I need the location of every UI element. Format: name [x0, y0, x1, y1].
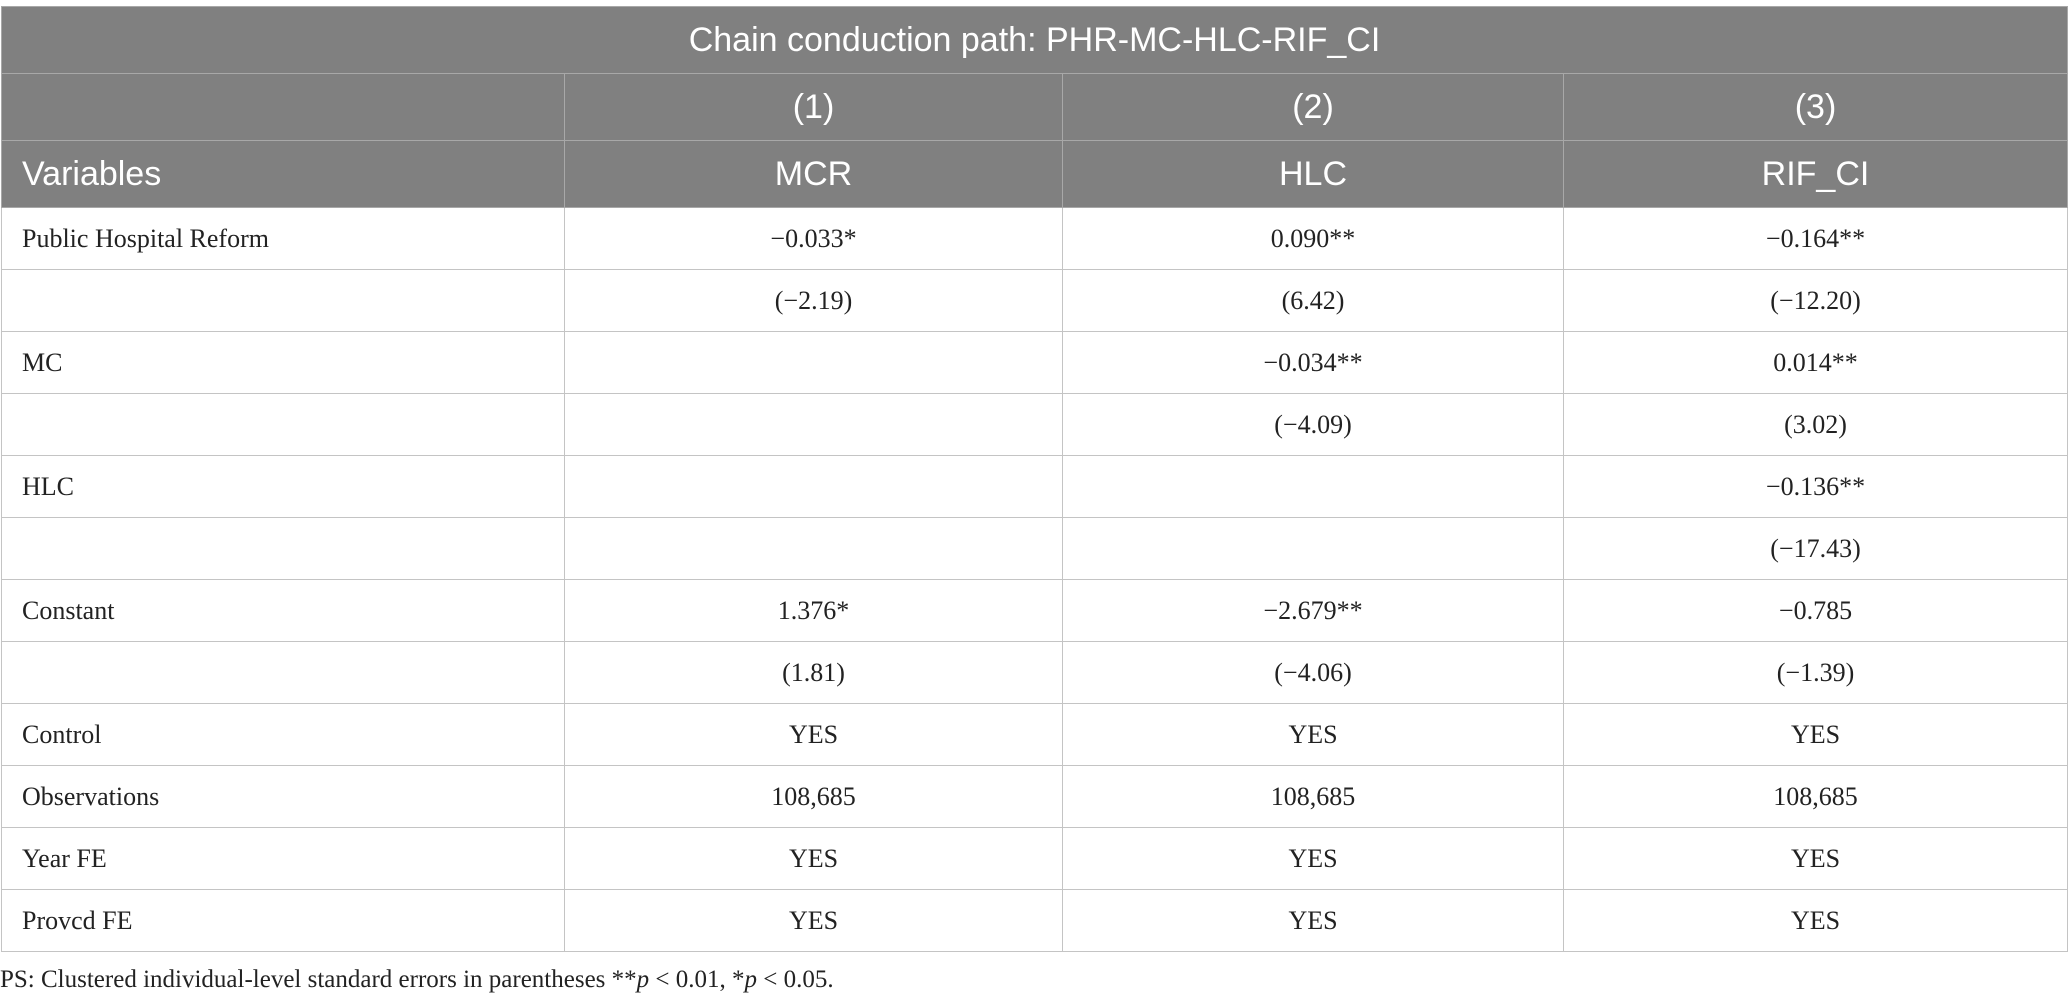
table-row: Year FE YES YES YES: [1, 827, 2068, 890]
table-cell: 0.014**: [1562, 331, 2068, 394]
table-cell: −0.785: [1562, 579, 2068, 642]
table-cell: [564, 331, 1063, 394]
table-cell: −2.679**: [1062, 579, 1564, 642]
row-label: Constant: [1, 579, 565, 642]
column-header: MCR: [564, 140, 1063, 208]
table-row: (−4.09) (3.02): [1, 393, 2068, 456]
row-label: HLC: [1, 455, 565, 518]
row-label: [1, 393, 565, 456]
table-cell: [564, 455, 1063, 518]
table-cell: −0.033*: [564, 207, 1063, 270]
table-cell: −0.034**: [1062, 331, 1564, 394]
table-cell: −0.164**: [1562, 207, 2068, 270]
table-cell: YES: [1062, 889, 1564, 952]
row-label: Provcd FE: [1, 889, 565, 952]
column-header: (3): [1562, 73, 2068, 141]
table-cell: (1.81): [564, 641, 1063, 704]
column-header: (1): [564, 73, 1063, 141]
table-cell: [564, 517, 1063, 580]
table-cell: 108,685: [564, 765, 1063, 828]
row-label: Public Hospital Reform: [1, 207, 565, 270]
row-label: [1, 269, 565, 332]
table-cell: [1062, 455, 1564, 518]
row-label: [1, 641, 565, 704]
table-cell: (−17.43): [1562, 517, 2068, 580]
table-row: Constant 1.376* −2.679** −0.785: [1, 579, 2068, 642]
title-row: Chain conduction path: PHR-MC-HLC-RIF_CI: [0, 6, 2068, 74]
column-header: (2): [1062, 73, 1564, 141]
footnote-text: p: [744, 966, 758, 993]
row-label: Observations: [1, 765, 565, 828]
table-cell: YES: [564, 889, 1063, 952]
table-cell: YES: [1562, 703, 2068, 766]
table-row: (−2.19) (6.42) (−12.20): [1, 269, 2068, 332]
table-cell: 1.376*: [564, 579, 1063, 642]
table-cell: 108,685: [1562, 765, 2068, 828]
table-row: Observations 108,685 108,685 108,685: [1, 765, 2068, 828]
table-cell: −0.136**: [1562, 455, 2068, 518]
header-row: (1) (2) (3): [1, 73, 2068, 141]
header-row: Variables MCR HLC RIF_CI: [1, 140, 2068, 208]
table-row: HLC −0.136**: [1, 455, 2068, 518]
row-label: Year FE: [1, 827, 565, 890]
table-cell: YES: [1562, 827, 2068, 890]
regression-table: Chain conduction path: PHR-MC-HLC-RIF_CI…: [0, 6, 2068, 952]
table-row: Control YES YES YES: [1, 703, 2068, 766]
column-header: RIF_CI: [1562, 140, 2068, 208]
table-cell: [1062, 517, 1564, 580]
table-title: Chain conduction path: PHR-MC-HLC-RIF_CI: [0, 6, 2068, 74]
footnote-text: PS: Clustered individual-level standard …: [0, 966, 637, 993]
table-row: (−17.43): [1, 517, 2068, 580]
table-cell: 108,685: [1062, 765, 1564, 828]
table-cell: [564, 393, 1063, 456]
table-body: Chain conduction path: PHR-MC-HLC-RIF_CI…: [0, 6, 2068, 952]
table-cell: (−2.19): [564, 269, 1063, 332]
table-cell: (6.42): [1062, 269, 1564, 332]
footnote: PS: Clustered individual-level standard …: [0, 966, 834, 994]
footnote-text: < 0.05.: [757, 966, 834, 993]
table-cell: (−4.09): [1062, 393, 1564, 456]
table-cell: YES: [564, 703, 1063, 766]
footnote-text: p: [636, 966, 650, 993]
table-row: Provcd FE YES YES YES: [1, 889, 2068, 952]
table-row: Public Hospital Reform −0.033* 0.090** −0.1…: [1, 207, 2068, 270]
table-cell: YES: [1062, 703, 1564, 766]
table-cell: (3.02): [1562, 393, 2068, 456]
row-label: MC: [1, 331, 565, 394]
row-label: [1, 517, 565, 580]
table-cell: 0.090**: [1062, 207, 1564, 270]
footnote-text: < 0.01, *: [649, 966, 745, 993]
row-label: [1, 73, 565, 141]
column-header: HLC: [1062, 140, 1564, 208]
table-cell: (−1.39): [1562, 641, 2068, 704]
table-cell: YES: [1062, 827, 1564, 890]
row-label: Variables: [1, 140, 565, 208]
row-label: Control: [1, 703, 565, 766]
table-cell: YES: [564, 827, 1063, 890]
table-row: MC −0.034** 0.014**: [1, 331, 2068, 394]
table-cell: (−12.20): [1562, 269, 2068, 332]
table-row: (1.81) (−4.06) (−1.39): [1, 641, 2068, 704]
table-cell: YES: [1562, 889, 2068, 952]
table-cell: (−4.06): [1062, 641, 1564, 704]
